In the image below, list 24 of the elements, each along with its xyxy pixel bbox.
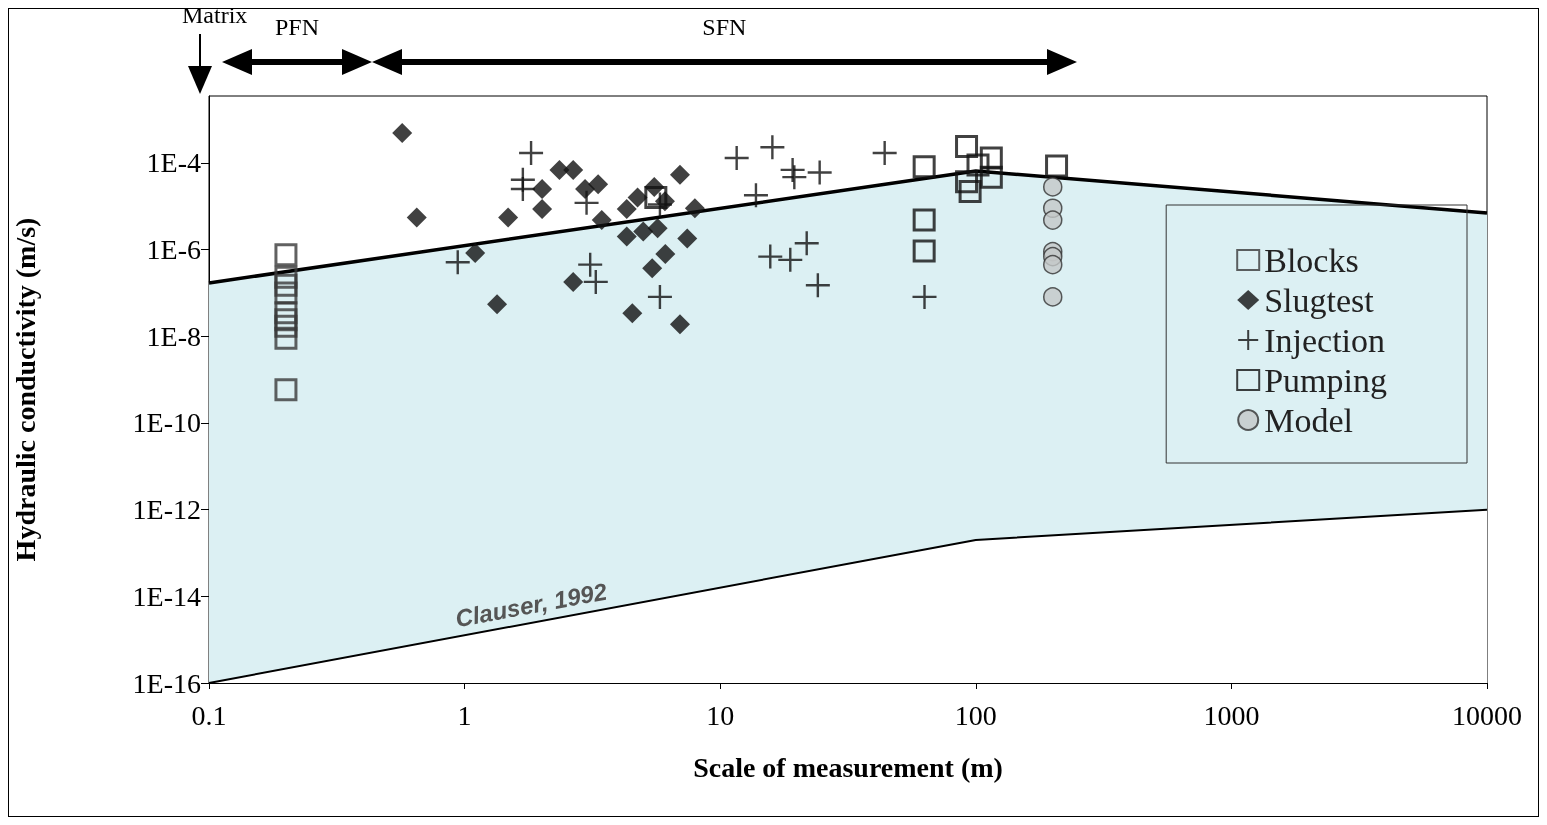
x-tick-label: 100	[954, 699, 997, 731]
y-tick-label: 1E-8	[146, 320, 201, 352]
x-tick-label: 10000	[1452, 699, 1522, 731]
x-tick-label: 10	[706, 699, 735, 731]
text: SFN	[702, 14, 747, 40]
legend-label: Pumping	[1264, 361, 1388, 399]
x-axis-title: Scale of measurement (m)	[693, 751, 1003, 783]
x-tick-label: 0.1	[191, 699, 227, 731]
annotation: Clauser, 1992	[453, 577, 610, 633]
y-tick-label: 1E-16	[132, 667, 201, 699]
x-tick-label: 1000	[1203, 699, 1260, 731]
y-tick-label: 1E-4	[146, 147, 201, 179]
y-tick-label: 1E-14	[132, 580, 201, 612]
text: PFN	[274, 14, 320, 40]
legend-label: Blocks	[1264, 241, 1359, 279]
legend-label: Model	[1264, 401, 1353, 439]
y-axis-title: Hydraulic conductivity (m/s)	[9, 217, 41, 562]
y-tick-label: 1E-10	[132, 407, 201, 439]
x-tick-label: 1	[457, 699, 472, 731]
text: Matrix	[182, 2, 248, 28]
y-tick-label: 1E-12	[132, 494, 201, 526]
legend-label: Injection	[1264, 321, 1386, 359]
legend-label: Slugtest	[1264, 281, 1375, 319]
y-tick-label: 1E-6	[146, 234, 201, 266]
